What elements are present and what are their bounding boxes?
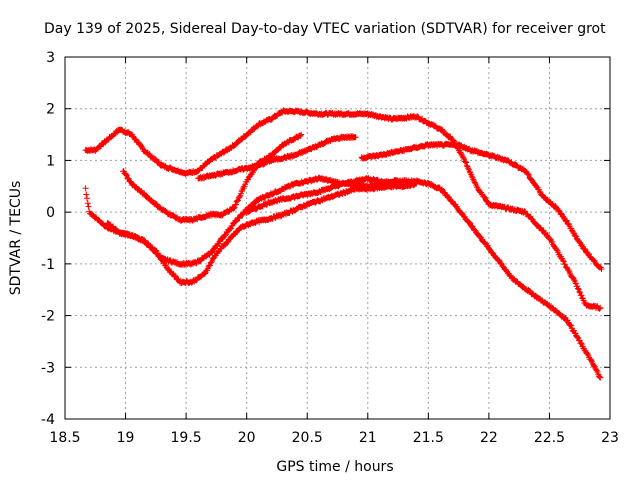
x-tick-label: 21 — [359, 430, 377, 446]
y-tick-label: -3 — [41, 360, 55, 376]
x-tick-label: 20.5 — [292, 430, 323, 446]
series-markers — [82, 107, 604, 312]
y-tick-labels: -4 -3 -2 -1 0 1 2 3 — [41, 50, 55, 428]
y-tick-label: 2 — [46, 102, 55, 118]
plot-frame — [64, 56, 611, 420]
x-tick-label: 19.5 — [171, 430, 202, 446]
x-tick-label: 19 — [117, 430, 135, 446]
series-track-a — [82, 107, 604, 312]
series-track-f — [243, 175, 395, 216]
series-markers — [358, 140, 605, 272]
x-tick-label: 20 — [238, 430, 256, 446]
y-tick-label: -1 — [41, 257, 55, 273]
series-markers — [243, 175, 395, 216]
y-tick-label: 0 — [46, 205, 55, 221]
y-tick-label: -2 — [41, 309, 55, 325]
series-track-g — [358, 140, 605, 272]
y-tick-label: -4 — [41, 412, 55, 428]
y-axis-label: SDTVAR / TECUs — [8, 181, 24, 296]
series-track-e — [195, 133, 359, 182]
series-markers — [104, 180, 420, 286]
series-track-d — [104, 180, 420, 286]
x-tick-label: 23 — [601, 430, 619, 446]
y-tick-label: 3 — [46, 50, 55, 66]
series-markers — [195, 133, 359, 182]
x-axis-label: GPS time / hours — [276, 459, 393, 475]
data-points — [82, 107, 605, 381]
x-tick-label: 18.5 — [49, 430, 80, 446]
chart-title: Day 139 of 2025, Sidereal Day-to-day VTE… — [44, 21, 606, 37]
x-tick-labels: 18.5 19 19.5 20 20.5 21 21.5 22 22.5 23 — [49, 430, 619, 446]
x-tick-label: 21.5 — [413, 430, 444, 446]
y-tick-label: 1 — [46, 153, 55, 169]
x-tick-label: 22 — [480, 430, 498, 446]
x-tick-label: 22.5 — [534, 430, 565, 446]
axis-ticks — [64, 56, 611, 420]
